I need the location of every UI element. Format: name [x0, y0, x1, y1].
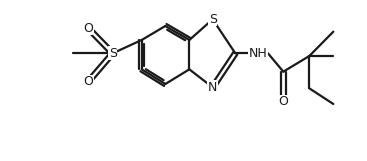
- Text: N: N: [208, 81, 217, 94]
- Text: O: O: [83, 75, 93, 88]
- Text: O: O: [83, 22, 93, 35]
- Text: NH: NH: [248, 47, 268, 60]
- Text: S: S: [109, 47, 117, 60]
- Text: S: S: [209, 13, 217, 26]
- Text: O: O: [279, 95, 288, 108]
